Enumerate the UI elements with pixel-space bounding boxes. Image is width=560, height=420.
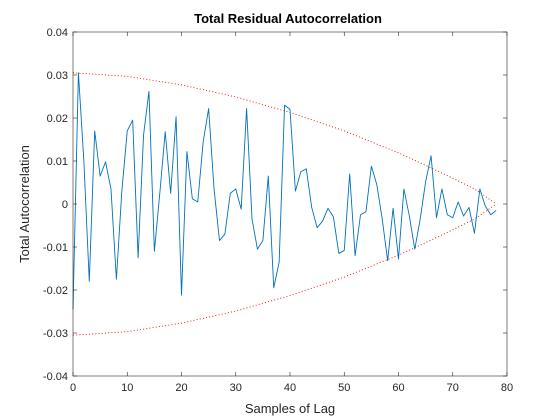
x-tick-label: 60 [392, 382, 404, 394]
y-tick-label: 0.03 [47, 70, 68, 82]
autocorrelation-series [72, 72, 497, 310]
x-tick-label: 50 [338, 382, 350, 394]
y-tick-label: -0.02 [43, 285, 68, 297]
y-tick-label: 0.01 [47, 156, 68, 168]
x-axis-ticks: 0 10 20 30 40 50 60 70 80 [70, 32, 513, 394]
x-tick-label: 0 [70, 382, 76, 394]
upper-bound-line [72, 72, 497, 205]
x-tick-label: 30 [230, 382, 242, 394]
y-axis-label: Total Autocorrelation [17, 145, 32, 263]
x-tick-label: 80 [501, 382, 513, 394]
autocorrelation-line [72, 72, 497, 310]
chart-title: Total Residual Autocorrelation [194, 11, 382, 26]
x-tick-label: 10 [121, 382, 133, 394]
plot-area [73, 32, 507, 376]
y-tick-label: 0.02 [47, 113, 68, 125]
y-tick-label: 0.04 [47, 27, 68, 39]
y-tick-label: -0.03 [43, 328, 68, 340]
y-axis-ticks: -0.04 -0.03 -0.02 -0.01 0 0.01 0.02 0.03 0.04 [43, 27, 507, 383]
y-tick-label: 0 [62, 199, 68, 211]
x-tick-label: 20 [175, 382, 187, 394]
x-tick-label: 70 [447, 382, 459, 394]
x-tick-label: 40 [284, 382, 296, 394]
y-tick-label: -0.04 [43, 371, 68, 383]
x-axis-label: Samples of Lag [245, 401, 335, 416]
y-tick-label: -0.01 [43, 242, 68, 254]
